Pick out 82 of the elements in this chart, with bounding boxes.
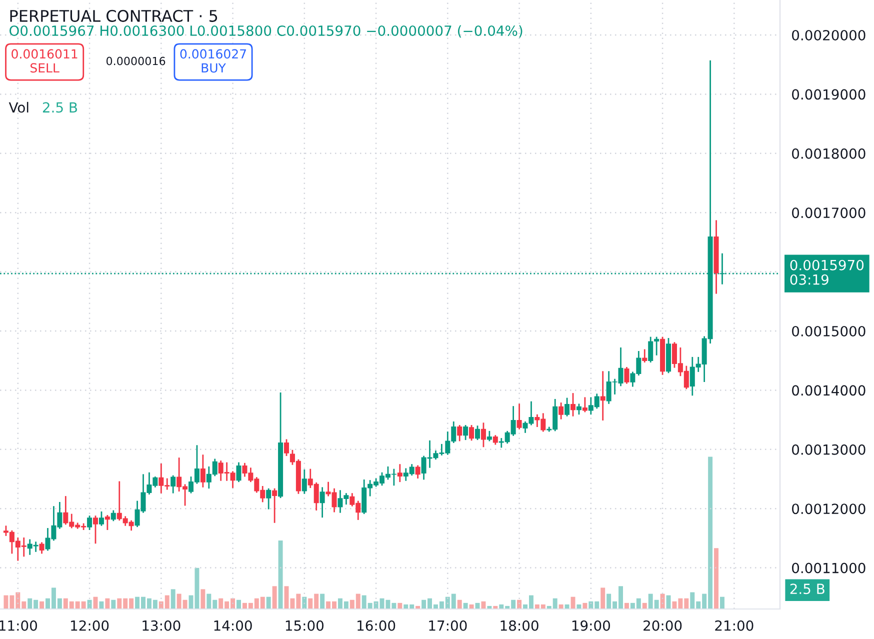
candlestick <box>570 393 576 416</box>
candlestick <box>284 439 290 456</box>
candlestick <box>582 397 588 412</box>
candlestick <box>516 404 522 430</box>
y-tick-label: 0.0013000 <box>792 444 866 455</box>
annotation: 0.0000016 <box>106 56 166 66</box>
bar <box>87 600 92 609</box>
bar <box>40 601 44 609</box>
bar <box>624 602 629 609</box>
candlestick <box>104 515 110 530</box>
bar <box>320 594 325 609</box>
candlestick <box>564 398 570 416</box>
candlestick <box>558 402 564 420</box>
bar <box>99 601 104 609</box>
candlestick <box>469 425 474 441</box>
candlestick <box>474 426 480 440</box>
x-tick-label: 19:00 <box>572 620 610 631</box>
candlestick <box>642 349 648 362</box>
y-tick-label: 0.0014000 <box>792 385 866 396</box>
bar <box>200 589 206 609</box>
bar <box>642 602 647 609</box>
candlestick <box>463 425 468 440</box>
bar <box>111 600 116 609</box>
y-tick-label: 0.0012000 <box>792 504 866 514</box>
x-tick-label: 14:00 <box>214 620 252 631</box>
bar <box>170 589 176 609</box>
bar <box>457 600 462 609</box>
candlestick <box>110 510 116 522</box>
bar <box>582 602 588 609</box>
annotation: 0.0016011 SELL <box>12 49 78 73</box>
annotation: Vol <box>8 102 28 113</box>
y-tick-label: 0.0019000 <box>792 89 866 100</box>
bar <box>714 548 718 609</box>
candlestick <box>576 404 582 415</box>
candlestick <box>624 367 630 384</box>
candlestick <box>266 488 272 510</box>
annotation: 0.0016027 BUY <box>180 49 246 73</box>
x-tick-label: 20:00 <box>644 620 682 631</box>
chart-title: PERPETUAL CONTRACT · 5 <box>10 10 218 22</box>
bar <box>278 540 283 609</box>
candlestick <box>457 425 462 442</box>
x-tick-label: 16:00 <box>358 620 396 631</box>
bar <box>720 596 724 609</box>
candlestick <box>98 511 104 526</box>
bar <box>481 601 486 609</box>
x-tick-label: 15:00 <box>286 620 324 631</box>
bar <box>105 598 110 609</box>
candlestick <box>302 469 307 494</box>
bar <box>463 602 468 609</box>
bar <box>236 600 241 609</box>
y-tick-label: 0.0011000 <box>792 562 866 574</box>
x-tick-label: 17:00 <box>429 620 467 631</box>
candlestick <box>39 542 44 554</box>
annotation: O0.0015967 H0.0016300 L0.0015800 C0.0015970 −0.0000007 (−0.04%) <box>10 25 522 38</box>
candlestick <box>397 464 402 482</box>
bar <box>600 588 606 609</box>
candlestick <box>170 475 176 494</box>
bar <box>398 602 402 609</box>
text: 2.5 B <box>790 584 824 594</box>
candlestick <box>87 516 92 530</box>
ref-line-label: 0.0015970 03:19 <box>790 260 864 285</box>
x-tick-label: 12:00 <box>71 620 109 631</box>
candlestick <box>415 465 420 479</box>
y-tick-label: 0.0018000 <box>792 148 866 159</box>
bar <box>302 596 307 609</box>
candlestick <box>600 371 606 420</box>
candlestick <box>320 487 325 518</box>
x-tick-label: 21:00 <box>715 620 754 631</box>
candlestick <box>200 454 206 488</box>
candlestick <box>272 488 278 523</box>
bar <box>272 586 277 609</box>
candlestick <box>480 422 486 448</box>
annotation: 2.5 B <box>42 102 77 113</box>
x-tick-label: 18:00 <box>500 620 538 631</box>
y-tick-label: 0.0017000 <box>792 208 866 218</box>
y-tick-label: 0.0020000 <box>792 30 866 40</box>
candlestick <box>92 516 98 544</box>
x-tick-label: 13:00 <box>142 620 180 631</box>
bar <box>266 596 271 609</box>
candlestick <box>236 462 242 482</box>
bar <box>660 594 665 609</box>
y-tick-label: 0.0015000 <box>792 326 866 336</box>
